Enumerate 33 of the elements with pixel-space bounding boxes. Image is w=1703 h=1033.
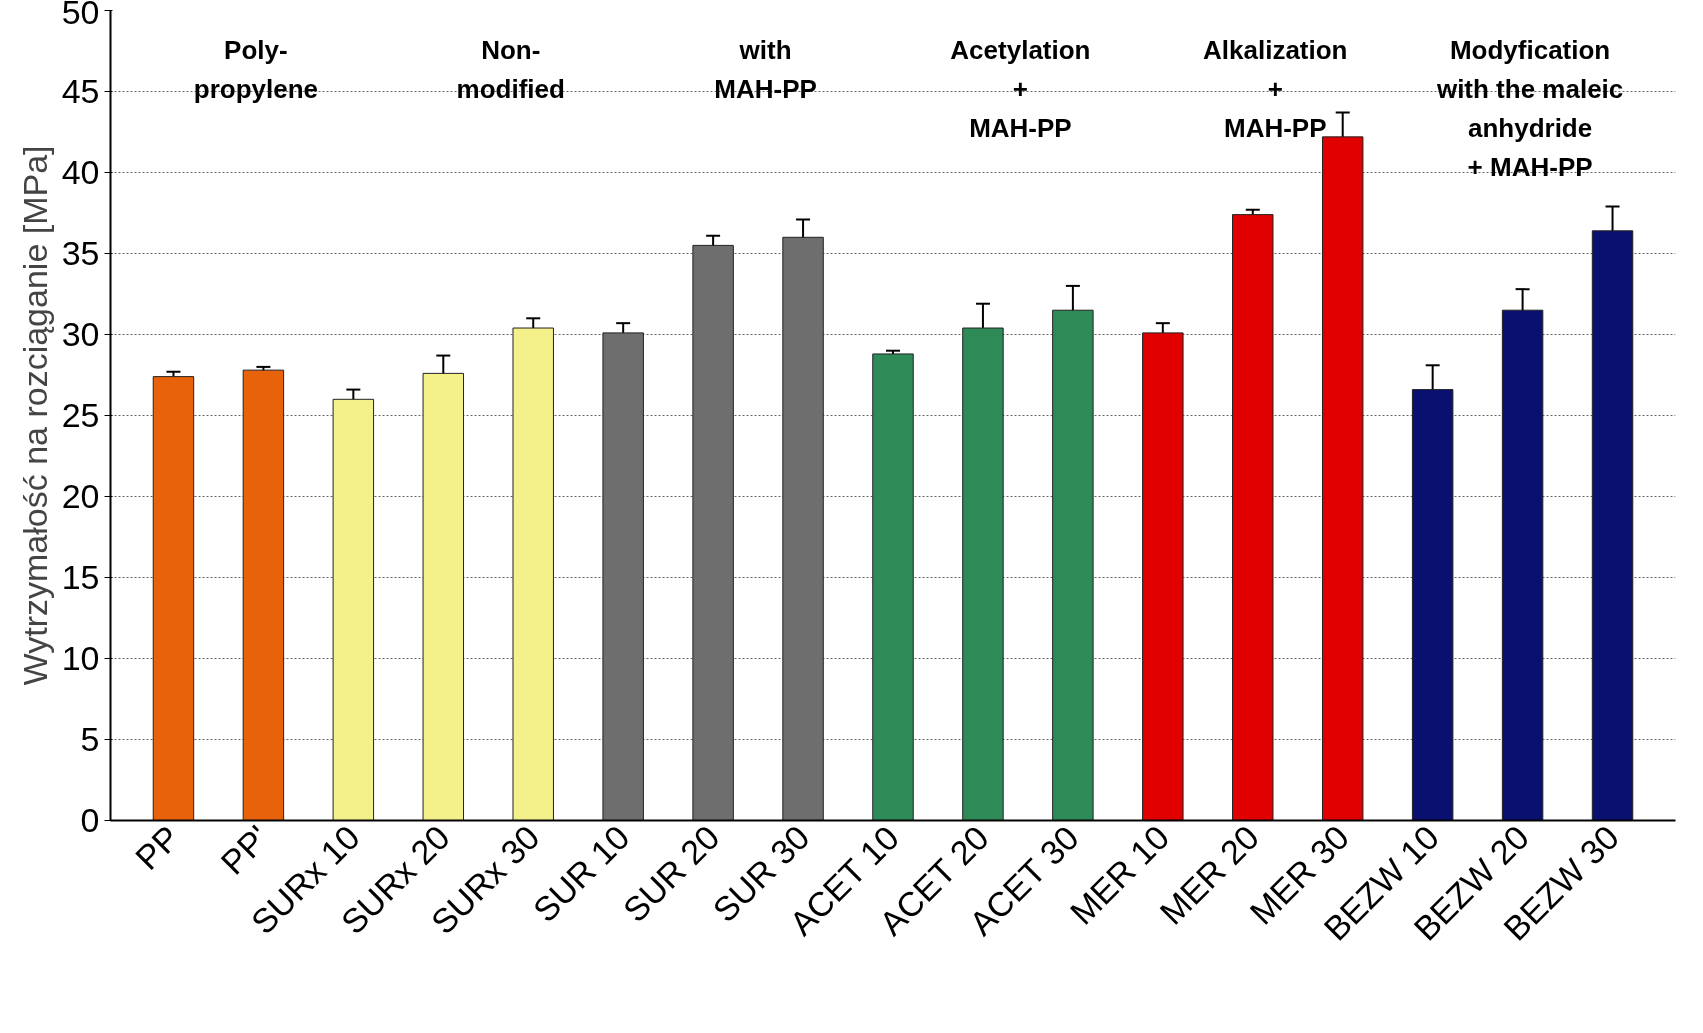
bar xyxy=(962,327,1004,821)
y-tick-label: 35 xyxy=(61,234,100,272)
annotation: Poly- propylene xyxy=(193,34,319,104)
bar xyxy=(1232,214,1274,821)
bar xyxy=(1142,332,1184,821)
bar xyxy=(152,376,195,821)
bar xyxy=(332,398,375,821)
bar xyxy=(1411,389,1454,821)
y-tick-label: 45 xyxy=(61,72,100,110)
y-tick-label: 20 xyxy=(61,477,100,515)
annotation: Acetylation + MAH-PP xyxy=(950,34,1091,143)
bar xyxy=(1321,136,1364,821)
bar xyxy=(512,327,554,821)
y-tick-label: 40 xyxy=(61,153,100,191)
y-tick-label: 15 xyxy=(61,558,100,596)
x-tick-label: PP xyxy=(127,818,187,877)
y-tick-label: 5 xyxy=(80,720,100,758)
y-tick-label: 30 xyxy=(61,315,100,353)
y-tick-label: 50 xyxy=(61,0,100,31)
y-axis-title: Wytrzymałość na rozciąganie [MPa] xyxy=(15,145,54,686)
annotation: Modyfication with the maleic anhydride + MAH-PP xyxy=(1435,34,1624,182)
annotation: Non- modified xyxy=(456,34,565,104)
y-tick-label: 10 xyxy=(61,639,100,677)
annotation: with MAH-PP xyxy=(714,34,817,104)
bar xyxy=(872,353,914,821)
y-tick-label: 25 xyxy=(61,396,100,434)
bar xyxy=(422,372,465,821)
y-tick-label: 0 xyxy=(80,801,100,839)
bar xyxy=(242,369,285,821)
bar xyxy=(1591,230,1634,821)
annotation: Alkalization + MAH-PP xyxy=(1203,34,1348,143)
bar xyxy=(1052,309,1094,821)
bar xyxy=(1501,309,1544,821)
